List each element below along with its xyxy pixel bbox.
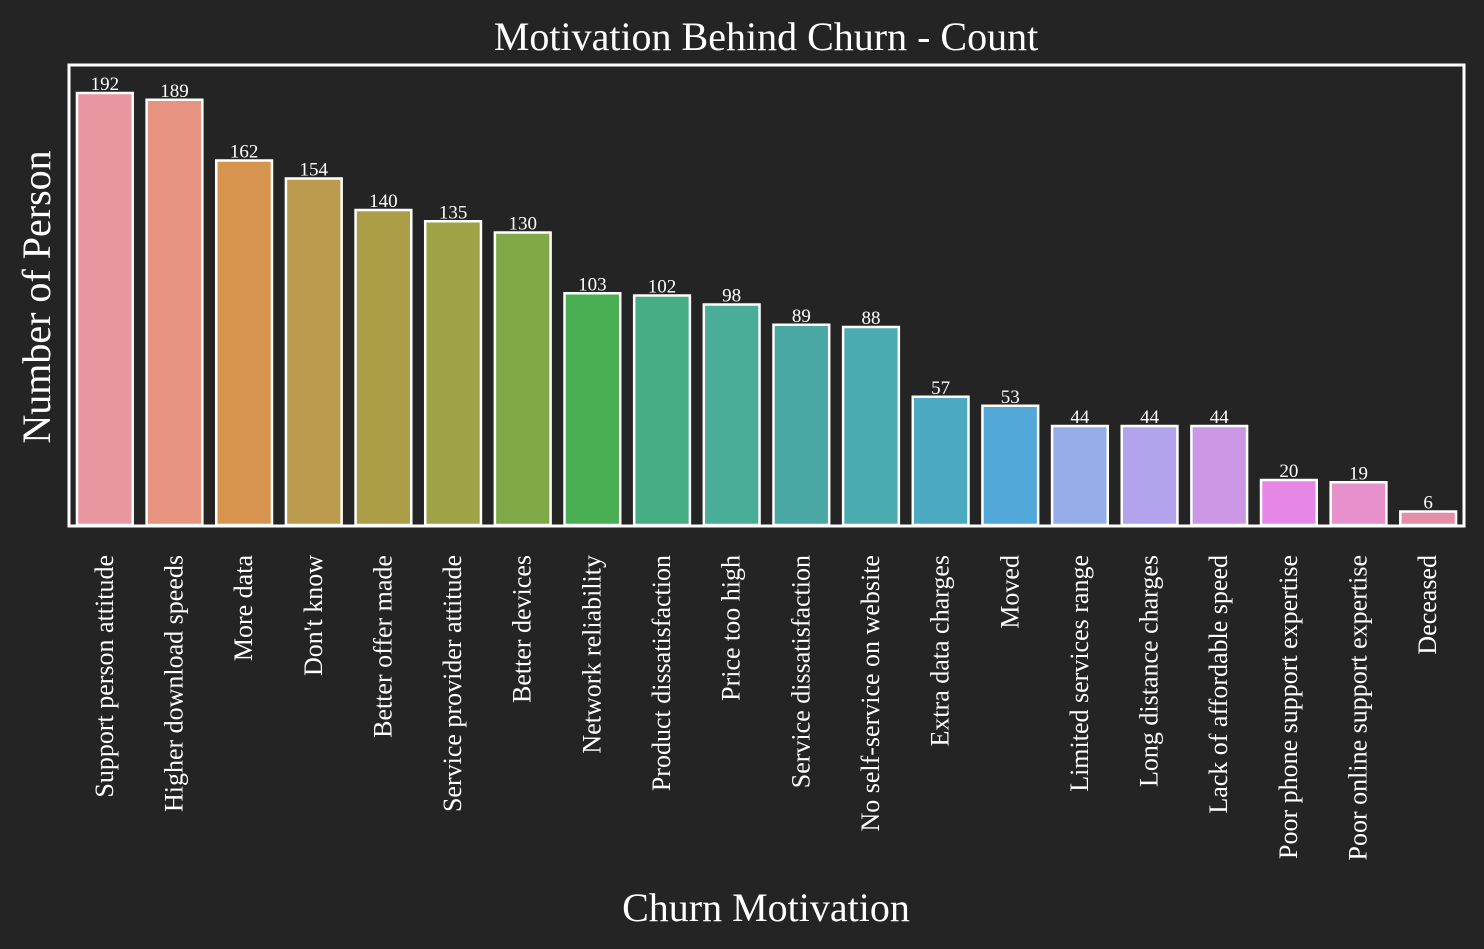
bar	[1259, 478, 1318, 527]
x-tick-label: Don't know	[299, 555, 328, 676]
x-tick-label: Long distance charges	[1135, 555, 1164, 787]
data-label: 88	[861, 308, 880, 329]
bars-group	[75, 91, 1458, 527]
x-tick-label: Poor online support expertise	[1344, 555, 1373, 860]
data-label: 162	[230, 142, 259, 163]
bar	[354, 208, 413, 527]
data-label: 135	[439, 202, 468, 223]
bar	[284, 177, 343, 527]
bar	[702, 303, 761, 527]
x-tick-label: Lack of affordable speed	[1204, 555, 1233, 814]
bar	[75, 91, 134, 527]
x-tick-label: No self-service on website	[856, 555, 885, 832]
bar	[1399, 510, 1458, 527]
data-label: 20	[1279, 461, 1298, 482]
x-tick-label: Support person attitude	[90, 555, 119, 798]
data-label: 44	[1140, 407, 1160, 428]
data-label: 102	[648, 277, 677, 298]
data-label: 98	[722, 286, 741, 307]
data-labels-group: 192 189 162 154 140 135 130 103 102 98 89 88 57 53 44 4…	[91, 74, 1433, 514]
y-axis-label: Number of Person	[14, 150, 59, 443]
x-tick-label: Extra data charges	[926, 555, 955, 747]
x-tick-label: Price too high	[717, 555, 746, 701]
bar	[632, 294, 692, 527]
bar	[772, 323, 831, 527]
data-label: 103	[578, 274, 607, 295]
chart-title: Motivation Behind Churn - Count	[494, 14, 1038, 59]
bar	[841, 325, 901, 527]
bar	[911, 395, 970, 527]
bar	[1120, 424, 1179, 527]
x-tick-label: Product dissatisfaction	[647, 555, 676, 791]
data-label: 44	[1210, 407, 1230, 428]
bar	[1190, 424, 1249, 527]
x-tick-label: Better devices	[508, 555, 537, 703]
data-label: 189	[160, 81, 189, 102]
data-label: 6	[1423, 493, 1433, 514]
x-tick-label: Better offer made	[368, 555, 397, 738]
x-tick-label: Limited services range	[1065, 555, 1094, 792]
data-label: 53	[1001, 387, 1020, 408]
data-label: 44	[1070, 407, 1090, 428]
data-label: 154	[300, 160, 329, 181]
x-tick-label: Poor phone support expertise	[1274, 555, 1303, 859]
data-label: 19	[1349, 463, 1368, 484]
bar	[493, 231, 552, 527]
x-axis-label: Churn Motivation	[622, 885, 910, 930]
x-tick-label: More data	[229, 555, 258, 662]
bar	[563, 292, 622, 527]
data-label: 89	[792, 306, 811, 327]
bar	[215, 159, 274, 527]
x-tick-label: Moved	[995, 555, 1024, 629]
x-tick-label: Network reliability	[577, 555, 606, 754]
bar	[1050, 424, 1110, 527]
data-label: 130	[508, 214, 537, 235]
plot-frame	[67, 63, 1466, 528]
data-label: 57	[931, 378, 950, 399]
bar	[145, 98, 204, 527]
bar	[423, 220, 483, 527]
data-label: 192	[91, 74, 120, 95]
data-label: 140	[369, 191, 398, 212]
x-tick-label: Higher download speeds	[159, 555, 188, 812]
x-tick-label: Deceased	[1413, 555, 1442, 655]
bar	[981, 404, 1040, 527]
bar	[1329, 481, 1388, 527]
x-tick-label: Service provider attitude	[438, 555, 467, 812]
x-tick-labels-group: Support person attitude Higher download s…	[90, 555, 1442, 861]
x-tick-label: Service dissatisfaction	[786, 555, 815, 788]
